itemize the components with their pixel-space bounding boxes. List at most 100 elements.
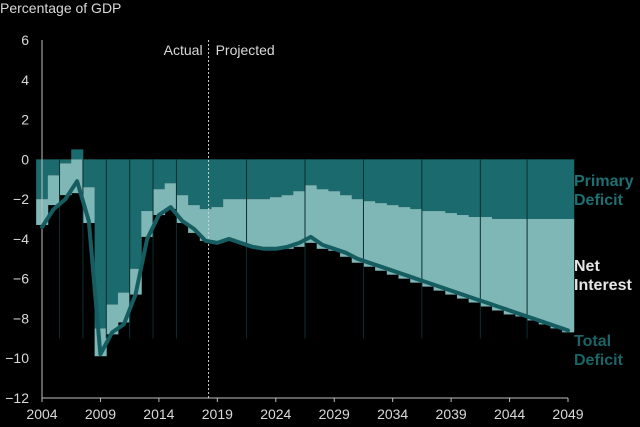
primary-deficit-bar	[211, 159, 224, 208]
net-interest-bar	[456, 215, 470, 299]
net-interest-bar	[468, 217, 481, 303]
net-interest-bar	[59, 163, 72, 196]
primary-deficit-bar	[246, 159, 259, 200]
primary-deficit-bar	[527, 159, 540, 219]
net-interest-bar	[503, 219, 516, 315]
legend-total-deficit: Total Deficit	[574, 333, 623, 369]
primary-deficit-bar	[351, 159, 364, 200]
y-tick-label: 0	[21, 151, 29, 167]
net-interest-bar	[328, 191, 341, 251]
primary-deficit-bar	[562, 159, 575, 219]
y-tick-label: −12	[5, 390, 29, 406]
net-interest-bar	[492, 219, 505, 311]
y-tick-label: 2	[21, 112, 29, 128]
x-tick-label: 2039	[436, 406, 467, 422]
primary-deficit-bar	[71, 149, 84, 160]
primary-deficit-bar	[468, 159, 481, 218]
net-interest-bar	[515, 219, 528, 317]
net-interest-bar	[305, 185, 318, 243]
primary-deficit-bar	[234, 159, 247, 200]
primary-deficit-bar	[223, 159, 236, 200]
legend-net-interest: Net Interest	[574, 258, 632, 294]
net-interest-bar	[211, 207, 224, 243]
y-tick-label: −4	[13, 231, 29, 247]
primary-deficit-bar	[199, 159, 212, 210]
net-interest-bar	[164, 183, 177, 210]
x-tick-label: 2044	[494, 406, 525, 422]
x-tick-labels: 2004 2009 2014 2019 2024 2029 2034 2039 2044 2049	[26, 398, 584, 422]
legend-primary-deficit: Primary Deficit	[574, 173, 634, 209]
primary-deficit-bar	[269, 159, 283, 198]
primary-deficit-bar	[176, 159, 189, 196]
primary-deficit-bar	[106, 159, 119, 305]
net-interest-bar	[445, 213, 458, 295]
net-interest-bar	[421, 211, 434, 287]
primary-deficit-bar	[515, 159, 528, 219]
net-interest-bar	[538, 219, 551, 325]
primary-deficit-bar	[456, 159, 470, 216]
primary-deficit-bar	[375, 159, 388, 204]
net-interest-bar	[351, 199, 364, 263]
primary-deficit-bar	[94, 159, 107, 329]
net-interest-bar	[47, 175, 60, 206]
axis-lines	[41, 40, 568, 399]
net-interest-bar	[386, 205, 399, 275]
primary-deficit-bar	[164, 159, 177, 184]
primary-deficit-bar	[316, 159, 329, 190]
y-tick-label: 6	[21, 32, 29, 48]
primary-deficit-bar	[82, 159, 95, 188]
primary-deficit-bar	[445, 159, 458, 214]
primary-deficit-bar	[188, 159, 201, 206]
net-interest-bar	[234, 199, 247, 243]
primary-deficit-bar	[363, 159, 376, 202]
x-tick-label: 2004	[26, 406, 57, 422]
bars-group	[36, 149, 575, 357]
y-tick-labels: 6 4 2 0 −2 −4 −6 −8 −10 −12	[5, 32, 29, 406]
primary-deficit-bar	[398, 159, 411, 208]
net-interest-bar	[363, 201, 376, 267]
net-interest-bar	[223, 199, 236, 239]
primary-deficit-bar	[410, 159, 423, 210]
annotation-projected: Projected	[216, 42, 275, 58]
annotation-actual: Actual	[164, 42, 203, 58]
primary-deficit-bar	[258, 159, 271, 200]
net-interest-bar	[433, 211, 446, 291]
y-tick-label: −8	[13, 310, 29, 326]
x-tick-label: 2009	[85, 406, 116, 422]
net-interest-bar	[316, 189, 329, 249]
primary-deficit-bar	[117, 159, 131, 293]
primary-deficit-bar	[141, 159, 154, 212]
net-interest-bar	[562, 219, 575, 333]
primary-deficit-bar	[59, 159, 72, 164]
primary-deficit-bar	[386, 159, 399, 206]
primary-deficit-bar	[305, 159, 318, 186]
net-interest-bar	[258, 199, 271, 249]
primary-deficit-bar	[328, 159, 341, 192]
x-tick-label: 2019	[202, 406, 233, 422]
x-tick-label: 2049	[552, 406, 583, 422]
net-interest-bar	[375, 203, 388, 271]
net-interest-bar	[550, 219, 563, 329]
primary-deficit-bar	[129, 159, 142, 269]
net-interest-bar	[527, 219, 540, 321]
primary-deficit-bar	[480, 159, 493, 218]
net-interest-bar	[153, 189, 166, 216]
primary-deficit-bar	[153, 159, 166, 190]
net-interest-bar	[106, 304, 119, 335]
net-interest-bar	[410, 209, 423, 283]
primary-deficit-bar	[433, 159, 446, 212]
total-deficit-line	[40, 179, 570, 357]
y-tick-label: −10	[5, 350, 29, 366]
net-interest-bar	[281, 195, 294, 249]
net-interest-bar	[246, 199, 259, 247]
y-tick-label: −6	[13, 271, 29, 287]
primary-deficit-bar	[550, 159, 563, 219]
x-tick-label: 2034	[377, 406, 408, 422]
net-interest-bar	[293, 191, 306, 247]
y-tick-label: 4	[21, 72, 29, 88]
net-interest-bar	[269, 197, 283, 249]
primary-deficit-bar	[503, 159, 516, 219]
primary-deficit-bar	[492, 159, 505, 219]
primary-deficit-bar	[293, 159, 306, 192]
